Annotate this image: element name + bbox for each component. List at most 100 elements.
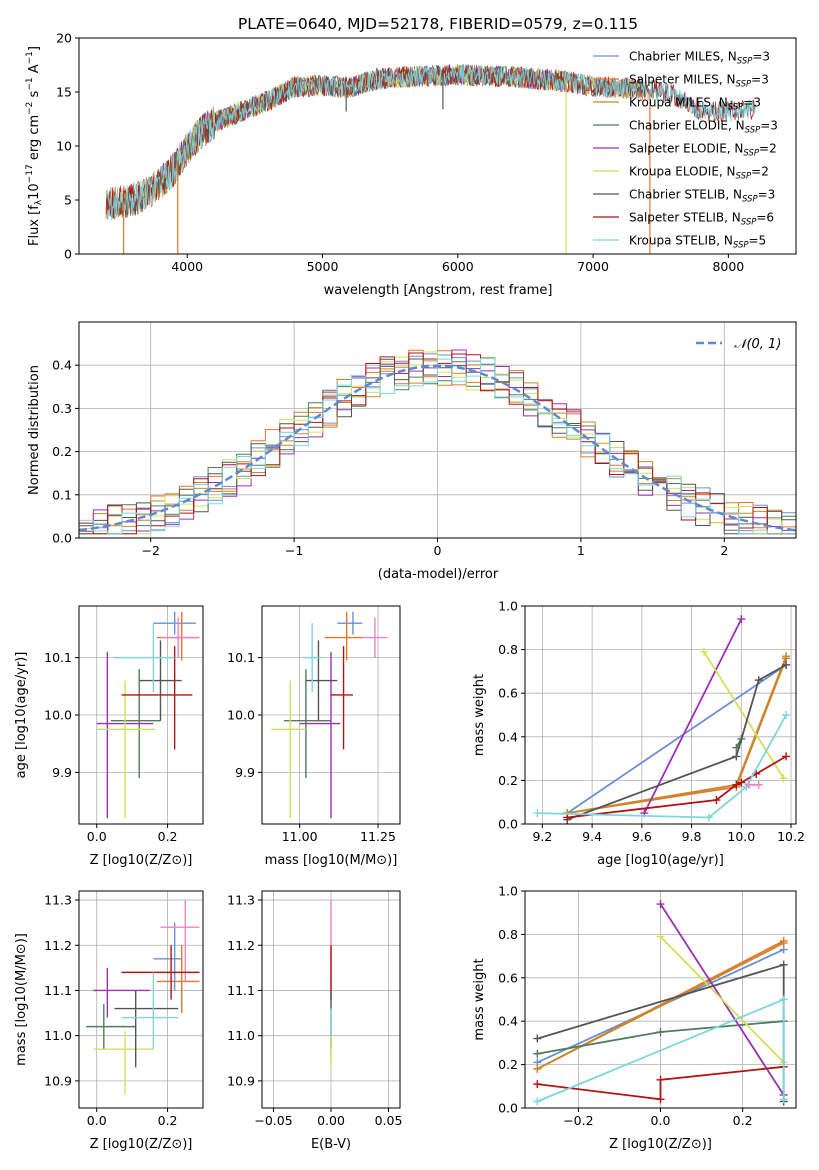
mass-vs-z-panel: 0.0 0.2 10.9 11.0 11.1 11.2 11.3 Z [log10(Z/Z⊙)… <box>14 890 204 1152</box>
residuals-frame <box>78 321 797 539</box>
weight-line <box>536 942 785 1070</box>
legend-n-label: , N <box>724 211 741 225</box>
age-vs-mass-panel: 11.00 11.25 9.9 10.0 10.1 mass [log10(M/M⊙)] <box>227 605 401 868</box>
y-tick-label: 0.1 <box>52 487 72 502</box>
mass-vs-ebv-xlabel: E(B-V) <box>311 1137 351 1152</box>
y-tick-label: 20 <box>56 31 72 46</box>
x-tick-label: 5000 <box>307 259 339 274</box>
y-tick-label: 10.0 <box>227 708 255 723</box>
legend-label: Kroupa MILES, NSSP=3 <box>629 96 761 113</box>
plus-marker <box>782 711 791 719</box>
y-tick-label: 10.9 <box>227 1073 255 1088</box>
legend-nssp: =5 <box>749 234 767 248</box>
legend-label: Salpeter ELODIE, NSSP=2 <box>629 142 777 159</box>
weight-vs-age-xlabel: age [log10(age/yr)] <box>597 853 724 868</box>
plus-marker <box>779 960 788 969</box>
x-tick-label: 0.0 <box>87 1113 107 1128</box>
y-tick-label: 0.3 <box>52 401 72 416</box>
y-tick-label: 10.0 <box>44 708 72 723</box>
plus-marker <box>533 1064 542 1073</box>
spectrum-frame <box>78 37 797 255</box>
weight-line <box>643 618 743 814</box>
y-tick-label: 0.8 <box>498 927 518 942</box>
legend-n-label: , N <box>725 188 742 202</box>
legend-n-label: , N <box>728 119 745 133</box>
legend-n-label: , N <box>719 165 736 179</box>
age-vs-mass-xlabel: mass [log10(M/M⊙)] <box>265 853 398 868</box>
residuals-legend: 𝒩(0, 1) <box>696 337 781 352</box>
y-tick-label: 0.6 <box>498 970 518 985</box>
y-tick-label: 0.4 <box>498 1014 518 1029</box>
legend-ssp-sub: SSP <box>737 57 753 67</box>
y-tick-label: 0.0 <box>52 531 72 546</box>
y-tick-label: 0.0 <box>498 1101 518 1116</box>
x-tick-label: −0.05 <box>254 1113 292 1128</box>
weight-line <box>537 1065 784 1101</box>
y-tick-label: 0.4 <box>498 729 518 744</box>
legend-label: Chabrier MILES, NSSP=3 <box>629 50 770 67</box>
x-tick-label: 0.0 <box>87 829 107 844</box>
x-tick-label: 9.2 <box>532 829 552 844</box>
age-vs-z-panel: 0.0 0.2 9.9 10.0 10.1 Z [log10(Z/Z⊙)] age [log… <box>14 605 204 868</box>
x-tick-label: 0.2 <box>158 1113 178 1128</box>
spectrum-lines <box>105 63 756 254</box>
legend-series-name: Chabrier MILES <box>629 50 720 64</box>
legend-series-name: Salpeter MILES <box>629 73 719 87</box>
y-tick-label: 10.9 <box>44 1073 72 1088</box>
x-tick-label: 8000 <box>712 259 744 274</box>
weight-vs-z-xlabel: Z [log10(Z/Z⊙)] <box>609 1137 712 1152</box>
weight-vs-z-panel: −0.2 0.0 0.2 0.0 0.2 0.4 0.6 0.8 1.0 Z [log10(Z/Z… <box>472 884 797 1152</box>
y-tick-label: 10.1 <box>44 650 72 665</box>
y-tick-label: 1.0 <box>498 884 518 899</box>
plus-marker <box>656 1028 665 1037</box>
age-vs-mass-marks <box>271 611 388 819</box>
legend-normal-label: 𝒩(0, 1) <box>734 337 781 352</box>
weight-vs-age-ylabel: mass weight <box>472 674 487 756</box>
y-tick-label: 11.3 <box>227 893 255 908</box>
mass-vs-ebv-frame <box>261 890 401 1109</box>
legend-label: Kroupa ELODIE, NSSP=2 <box>629 165 769 182</box>
y-tick-label: 15 <box>56 85 72 100</box>
legend-series-name: Kroupa MILES <box>629 96 711 110</box>
plus-marker <box>744 780 753 789</box>
plus-marker <box>779 939 788 948</box>
legend-ssp-sub: SSP <box>741 218 757 228</box>
y-tick-label: 11.2 <box>227 938 255 953</box>
residuals-panel: −2 −1 0 1 2 0.0 0.1 0.2 0.3 0.4 (data-model)/erro… <box>27 321 797 582</box>
plus-marker <box>533 809 542 818</box>
weight-vs-z-ylabel: mass weight <box>472 958 487 1040</box>
y-tick-label: 11.2 <box>44 938 72 953</box>
y-tick-label: 11.3 <box>44 893 72 908</box>
plus-marker <box>533 1034 542 1043</box>
y-tick-label: 0.2 <box>52 444 72 459</box>
x-tick-label: −0.2 <box>563 1113 593 1128</box>
y-tick-label: 9.9 <box>235 765 255 780</box>
y-tick-label: 11.0 <box>44 1028 72 1043</box>
weight-line <box>567 655 787 814</box>
legend-ssp-sub: SSP <box>733 241 749 251</box>
legend-nssp: =6 <box>756 211 774 225</box>
mass-vs-ebv-panel: −0.05 0.00 0.05 10.9 11.0 11.1 11.2 11.3 E(B-V) <box>227 890 402 1152</box>
plus-marker <box>782 660 791 669</box>
x-tick-label: 0 <box>434 543 442 558</box>
legend-n-label: , N <box>719 73 736 87</box>
plus-marker <box>732 752 741 761</box>
legend-series-name: Kroupa STELIB <box>629 234 716 248</box>
legend-nssp: =2 <box>751 165 769 179</box>
plus-marker <box>656 1075 665 1084</box>
legend-nssp: =3 <box>751 73 769 87</box>
legend-ssp-sub: SSP <box>728 103 744 113</box>
legend-series-name: Salpeter ELODIE <box>629 142 727 156</box>
y-tick-label: 5 <box>64 193 72 208</box>
mass-vs-z-frame <box>78 890 204 1109</box>
legend-ssp-sub: SSP <box>743 149 759 159</box>
x-tick-label: 9.6 <box>632 829 652 844</box>
residuals-xlabel: (data-model)/error <box>378 567 499 582</box>
age-vs-z-marks <box>96 611 200 819</box>
plus-marker <box>656 1095 665 1104</box>
x-tick-label: 11.25 <box>360 829 396 844</box>
residual-histograms <box>79 349 796 535</box>
plus-marker <box>563 813 572 822</box>
x-tick-label: 9.4 <box>582 829 602 844</box>
